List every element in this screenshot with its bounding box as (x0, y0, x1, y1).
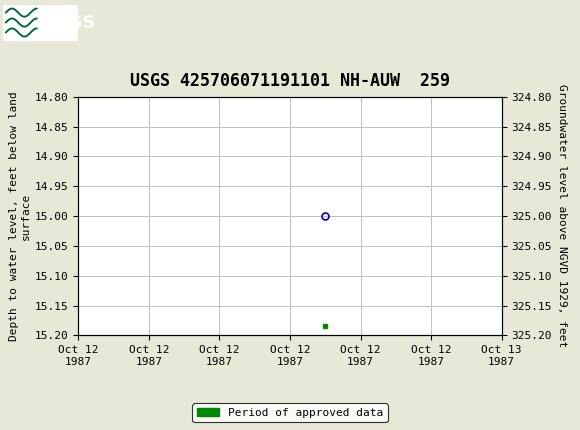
Text: USGS 425706071191101 NH-AUW  259: USGS 425706071191101 NH-AUW 259 (130, 72, 450, 90)
Bar (3, 4, 78, 41)
Legend: Period of approved data: Period of approved data (193, 403, 387, 422)
Y-axis label: Groundwater level above NGVD 1929, feet: Groundwater level above NGVD 1929, feet (557, 84, 567, 348)
Text: USGS: USGS (41, 14, 96, 31)
Y-axis label: Depth to water level, feet below land
surface: Depth to water level, feet below land su… (9, 91, 31, 341)
